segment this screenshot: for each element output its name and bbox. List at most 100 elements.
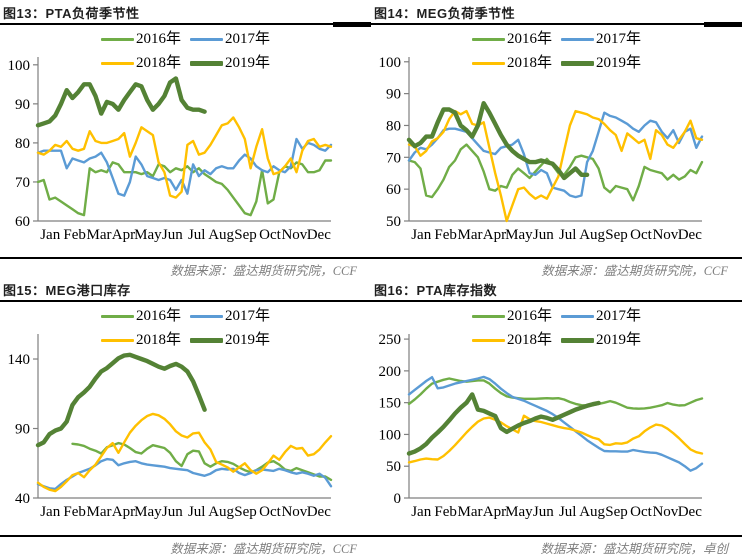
x-tick-label: Jun <box>162 504 183 520</box>
x-tick-label: Apr <box>112 227 135 243</box>
data-source: 数据来源：盛达期货研究院，CCF <box>170 264 357 277</box>
x-tick-label: Jul <box>188 504 206 520</box>
x-tick-label: Oct <box>630 504 652 520</box>
x-tick-label: Oct <box>259 227 281 243</box>
y-tick-label: 50 <box>386 459 401 475</box>
chart-plot-area: 50 60 70 80 90 100 Jan Feb Mar Apr May Jun Jul Aug Sep… <box>371 25 742 257</box>
x-tick-label: Jan <box>40 227 60 243</box>
x-tick-label: Aug <box>579 504 605 520</box>
x-tick-label: Dec <box>307 504 331 520</box>
y-tick-label: 200 <box>379 364 402 380</box>
x-tick-label: Jun <box>533 227 554 243</box>
x-tick-label: Nov <box>652 504 678 520</box>
chart-canvas: 0 50 100 150 200 250 Jan Feb Mar Apr May Jun Jul Aug S… <box>379 332 704 520</box>
figure-panel-15: 图15：MEG港口库存 40 90 140 Jan Feb Mar Apr May Jun Jul… <box>0 277 371 555</box>
series-line-2016年 <box>407 143 704 202</box>
x-tick-label: Jan <box>40 504 60 520</box>
series-line-2016年 <box>407 377 704 410</box>
y-tick-label: 80 <box>15 136 30 152</box>
x-tick-label: Mar <box>87 504 112 520</box>
x-tick-label: Nov <box>281 504 307 520</box>
chart-plot-area: 0 50 100 150 200 250 Jan Feb Mar Apr May Jun Jul Aug S… <box>371 302 742 535</box>
chart-canvas: 60 70 80 90 100 Jan Feb Mar Apr May Jun Jul Aug Sep Oc… <box>8 57 333 243</box>
x-tick-label: May <box>505 227 533 243</box>
series-line-2019年 <box>406 392 601 456</box>
chart-canvas: 50 60 70 80 90 100 Jan Feb Mar Apr May Jun Jul Aug Sep… <box>379 55 704 243</box>
x-tick-label: Feb <box>63 227 86 243</box>
x-tick-label: May <box>134 227 162 243</box>
figure-panel-14: 图14：MEG负荷季节性 50 60 70 80 90 100 Jan Feb Mar Apr Ma… <box>371 0 742 277</box>
x-tick-label: Dec <box>307 227 331 243</box>
y-tick-label: 150 <box>379 396 402 412</box>
x-tick-label: Nov <box>281 227 307 243</box>
x-tick-label: Dec <box>678 227 702 243</box>
x-tick-label: Jan <box>411 227 431 243</box>
x-tick-label: Sep <box>234 504 257 520</box>
divider-notch <box>704 22 742 27</box>
y-tick-label: 140 <box>8 352 31 368</box>
x-tick-label: Sep <box>605 227 628 243</box>
data-source: 数据来源：盛达期货研究院，CCF <box>541 264 728 277</box>
series-line-2018年 <box>36 412 333 493</box>
chart-canvas: 40 90 140 Jan Feb Mar Apr May Jun Jul Aug Sep Oct Nov… <box>8 334 333 520</box>
y-tick-label: 100 <box>379 55 402 71</box>
y-tick-label: 70 <box>15 175 30 191</box>
x-tick-label: Mar <box>87 227 112 243</box>
series-line-2018年 <box>407 414 704 464</box>
bottom-divider <box>0 256 371 259</box>
divider-notch <box>333 22 371 27</box>
x-tick-label: Oct <box>259 504 281 520</box>
x-tick-label: Apr <box>483 227 506 243</box>
chart-plot-area: 40 90 140 Jan Feb Mar Apr May Jun Jul Aug Sep Oct Nov… <box>0 302 371 535</box>
series-line-2018年 <box>36 116 333 199</box>
series-line-2017年 <box>36 457 333 491</box>
x-tick-label: Jul <box>559 227 577 243</box>
series-line-2019年 <box>406 101 590 181</box>
y-tick-label: 60 <box>386 182 401 198</box>
y-tick-label: 90 <box>15 97 30 113</box>
title-divider <box>0 22 371 27</box>
x-tick-label: Mar <box>458 227 483 243</box>
series-line-2019年 <box>35 352 207 448</box>
x-tick-label: Jul <box>188 227 206 243</box>
chart-title: 图16：PTA库存指数 <box>374 283 497 298</box>
x-tick-label: Sep <box>605 504 628 520</box>
chart-title: 图15：MEG港口库存 <box>3 283 131 298</box>
x-tick-label: Feb <box>434 227 457 243</box>
y-tick-label: 0 <box>394 491 402 507</box>
x-tick-label: May <box>134 504 162 520</box>
series-line-2017年 <box>407 111 704 199</box>
y-tick-label: 60 <box>15 214 30 230</box>
x-tick-label: Feb <box>63 504 86 520</box>
x-tick-label: Apr <box>483 504 506 520</box>
data-source: 数据来源：盛达期货研究院，卓创 <box>540 542 728 555</box>
chart-title: 图14：MEG负荷季节性 <box>374 6 516 21</box>
y-tick-label: 50 <box>386 214 401 230</box>
x-tick-label: Jun <box>162 227 183 243</box>
series-line-2019年 <box>35 76 207 128</box>
x-tick-label: Oct <box>630 227 652 243</box>
series-line-2018年 <box>407 109 704 223</box>
x-tick-label: Aug <box>208 227 234 243</box>
bottom-divider <box>0 534 371 537</box>
y-tick-label: 90 <box>386 87 401 103</box>
x-tick-label: Nov <box>652 227 678 243</box>
x-tick-label: Aug <box>579 227 605 243</box>
y-tick-label: 40 <box>15 491 30 507</box>
series-line-2017年 <box>36 137 333 197</box>
series-line-2017年 <box>407 375 704 472</box>
figure-panel-16: 图16：PTA库存指数 0 50 100 150 200 250 Jan Feb Mar Apr M… <box>371 277 742 555</box>
x-tick-label: Aug <box>208 504 234 520</box>
y-tick-label: 70 <box>386 150 401 166</box>
x-tick-label: Jan <box>411 504 431 520</box>
x-tick-label: Dec <box>678 504 702 520</box>
x-tick-label: Jun <box>533 504 554 520</box>
title-divider <box>371 300 742 302</box>
bottom-divider <box>371 534 742 537</box>
y-tick-label: 100 <box>8 58 31 74</box>
x-tick-label: Feb <box>434 504 457 520</box>
x-tick-label: Apr <box>112 504 135 520</box>
title-divider <box>0 300 371 302</box>
x-tick-label: Mar <box>458 504 483 520</box>
y-tick-label: 80 <box>386 118 401 134</box>
